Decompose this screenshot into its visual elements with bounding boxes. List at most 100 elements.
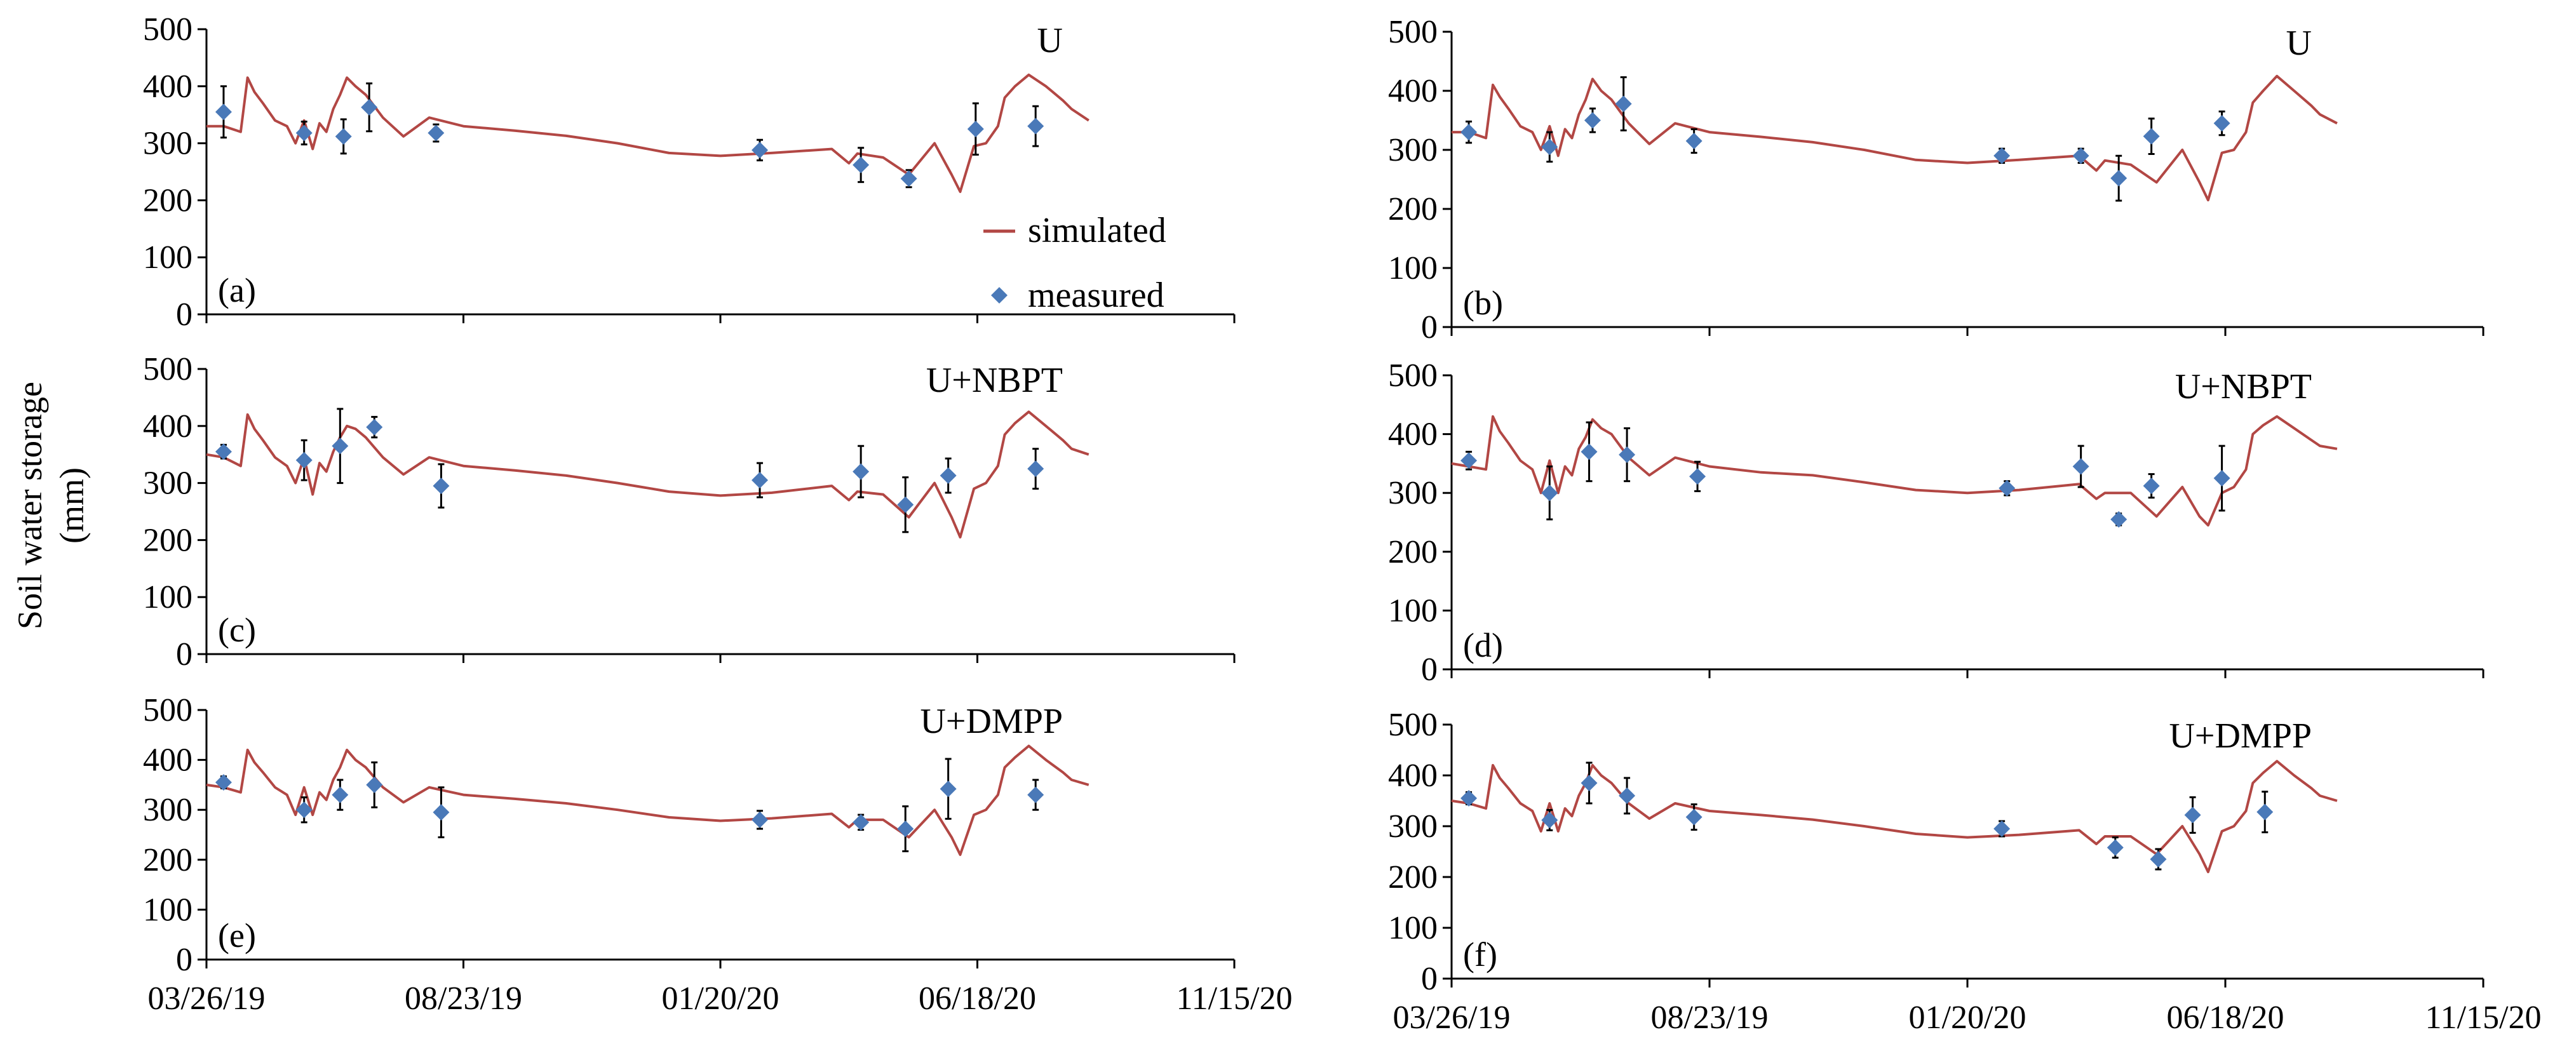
chart-panel-b: 0 100 200 300 400 500 (b) U [1388, 14, 2485, 345]
y-tick-label: 300 [1388, 475, 1438, 511]
y-tick-label: 0 [176, 636, 192, 673]
measured-point [332, 438, 349, 455]
y-tick-label: 0 [1421, 961, 1438, 997]
y-tick-label: 500 [143, 11, 192, 48]
chart-panel-e: 0 100 200 300 400 500 03/26/19 08/23/19 01/20/20… [143, 692, 1292, 1017]
y-tick-label: 200 [1388, 534, 1438, 570]
x-tick-label: 11/15/20 [2425, 1000, 2542, 1036]
measured-point [853, 156, 870, 173]
simulated-line [1451, 415, 2338, 527]
measured-point [2072, 147, 2089, 164]
measured-point [853, 814, 870, 831]
measured-point [366, 419, 383, 436]
x-tick-label: 08/23/19 [1651, 1000, 1769, 1036]
measured-point [752, 472, 769, 489]
measured-point [940, 780, 957, 798]
measured-point [897, 820, 914, 838]
panel-title: U [2286, 23, 2312, 63]
y-tick-label: 100 [143, 579, 192, 615]
measured-point [2184, 807, 2201, 824]
measured-point [1027, 786, 1044, 803]
panel-label: (a) [218, 271, 256, 309]
y-tick-label: 0 [1421, 652, 1438, 688]
x-tick-label: 11/15/20 [1177, 981, 1293, 1017]
y-tick-label: 400 [1388, 758, 1438, 794]
measured-point [2143, 128, 2160, 145]
legend-measured-swatch [991, 287, 1008, 304]
panel-label: (d) [1463, 626, 1503, 664]
x-tick-label: 06/18/20 [2167, 1000, 2284, 1036]
legend: simulated measured [983, 211, 1166, 315]
y-tick-label: 500 [1388, 14, 1438, 50]
legend-measured-label: measured [1028, 276, 1164, 315]
y-tick-label: 200 [143, 182, 192, 218]
measured-point [295, 452, 313, 469]
chart-panel-c: 0 100 200 300 400 500 (c) U+NBPT [143, 351, 1236, 673]
measured-point [428, 124, 445, 142]
y-tick-label: 400 [1388, 73, 1438, 109]
panel-label: (e) [218, 916, 256, 954]
y-tick-label: 400 [143, 742, 192, 779]
measured-point [335, 128, 352, 145]
panel-label: (b) [1463, 284, 1503, 322]
measured-point [1460, 124, 1478, 141]
simulated-line [1451, 760, 2338, 873]
panel-title: U [1037, 21, 1063, 60]
y-tick-label: 500 [1388, 358, 1438, 394]
x-tick-label: 03/26/19 [1393, 1000, 1511, 1036]
panel-title: U+DMPP [920, 702, 1063, 741]
measured-point [2213, 115, 2230, 132]
measured-point [2110, 170, 2128, 187]
measured-point [940, 467, 957, 484]
measured-point [1999, 479, 2016, 497]
panel-title: U+NBPT [2175, 367, 2312, 406]
simulated-line [1452, 74, 2338, 202]
y-tick-label: 500 [1388, 707, 1438, 743]
measured-point [853, 463, 870, 480]
simulated-line [206, 73, 1089, 193]
measured-point [1619, 787, 1636, 804]
measured-point [1615, 95, 1632, 112]
x-tick-label: 08/23/19 [405, 981, 522, 1017]
measured-point [2107, 839, 2124, 856]
measured-point [366, 776, 383, 793]
y-tick-label: 100 [1388, 593, 1438, 629]
measured-point [215, 443, 232, 460]
y-tick-label: 400 [1388, 417, 1438, 453]
measured-point [1581, 775, 1598, 791]
x-tick-label: 03/26/19 [148, 981, 266, 1017]
measured-point [1993, 147, 2011, 164]
measured-point [1541, 812, 1558, 829]
measured-point [752, 142, 769, 159]
measured-point [2256, 803, 2274, 820]
y-tick-label: 300 [143, 465, 192, 502]
y-tick-label: 200 [1388, 859, 1438, 895]
y-tick-label: 400 [143, 69, 192, 105]
measured-point [332, 786, 349, 803]
x-tick-label: 06/18/20 [919, 981, 1036, 1017]
measured-point [1689, 468, 1706, 485]
measured-point [752, 811, 769, 828]
legend-simulated-label: simulated [1028, 211, 1166, 250]
measured-point [1584, 112, 1601, 129]
measured-point [2143, 478, 2160, 495]
y-tick-label: 300 [143, 126, 192, 162]
simulated-line [206, 744, 1089, 856]
panel-label: (c) [218, 611, 256, 649]
measured-point [1581, 443, 1598, 460]
y-tick-label: 100 [143, 239, 192, 276]
y-tick-label: 0 [1421, 309, 1438, 345]
measured-point [1619, 446, 1636, 464]
panel-title: U+NBPT [926, 361, 1063, 400]
y-tick-label: 400 [143, 408, 192, 445]
measured-point [897, 496, 914, 513]
measured-point [1685, 808, 1703, 826]
measured-point [1027, 460, 1044, 478]
measured-point [361, 99, 378, 116]
measured-point [1541, 138, 1558, 156]
y-tick-label: 0 [176, 297, 192, 333]
measured-point [1027, 117, 1044, 135]
measured-point [1993, 820, 2011, 837]
y-tick-label: 300 [1388, 132, 1438, 168]
